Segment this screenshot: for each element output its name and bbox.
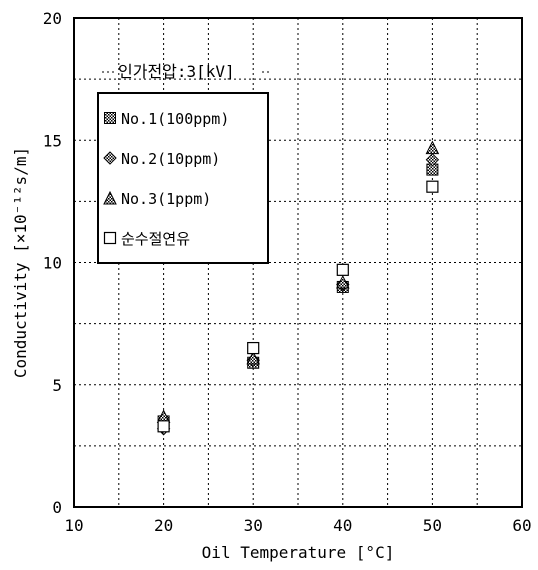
legend-marker-3 <box>103 190 117 205</box>
data-point-series-2 <box>425 153 440 167</box>
legend-marker-4 <box>103 231 117 245</box>
y-tick-label: 15 <box>43 131 62 150</box>
data-point-series-4 <box>426 180 439 193</box>
y-tick-label: 10 <box>43 254 62 273</box>
legend-label-3: No.3(1ppm) <box>121 190 211 208</box>
data-point-series-4 <box>247 341 260 355</box>
x-tick-label: 60 <box>512 516 531 535</box>
data-point-series-4 <box>336 263 349 276</box>
data-points <box>156 140 440 436</box>
y-tick-label: 20 <box>43 9 62 28</box>
legend-label-1: No.1(100ppm) <box>121 110 229 128</box>
x-axis-label: Oil Temperature [°C] <box>202 543 395 562</box>
y-tick-label: 5 <box>52 376 62 395</box>
voltage-annotation-text: 인가전압:3[kV] <box>118 62 235 81</box>
legend-label-2: No.2(10ppm) <box>121 150 220 168</box>
x-tick-label: 50 <box>423 516 442 535</box>
x-tick-label: 20 <box>154 516 173 535</box>
y-tick-label: 0 <box>52 498 62 517</box>
legend-marker-2 <box>103 151 117 165</box>
data-point-series-3 <box>335 274 350 289</box>
plot-frame <box>73 17 523 508</box>
legend-box <box>97 92 269 264</box>
data-point-series-3 <box>425 140 440 155</box>
data-point-series-3 <box>246 350 261 365</box>
voltage-annotation: 인가전압:3[kV] <box>102 62 272 81</box>
data-point-series-4 <box>157 420 170 433</box>
y-axis-label: Conductivity [×10⁻¹²s/m] <box>11 147 30 378</box>
legend: No.1(100ppm) No.2(10ppm) No.3(1ppm) 순수절연유 <box>97 92 269 264</box>
x-tick-label: 10 <box>64 516 83 535</box>
legend-label-4: 순수절연유 <box>121 230 190 248</box>
tick-labels: 10 20 30 40 50 60 0 5 10 15 20 <box>43 9 532 535</box>
legend-marker-1 <box>104 112 116 124</box>
x-tick-label: 30 <box>244 516 263 535</box>
x-tick-label: 40 <box>333 516 352 535</box>
